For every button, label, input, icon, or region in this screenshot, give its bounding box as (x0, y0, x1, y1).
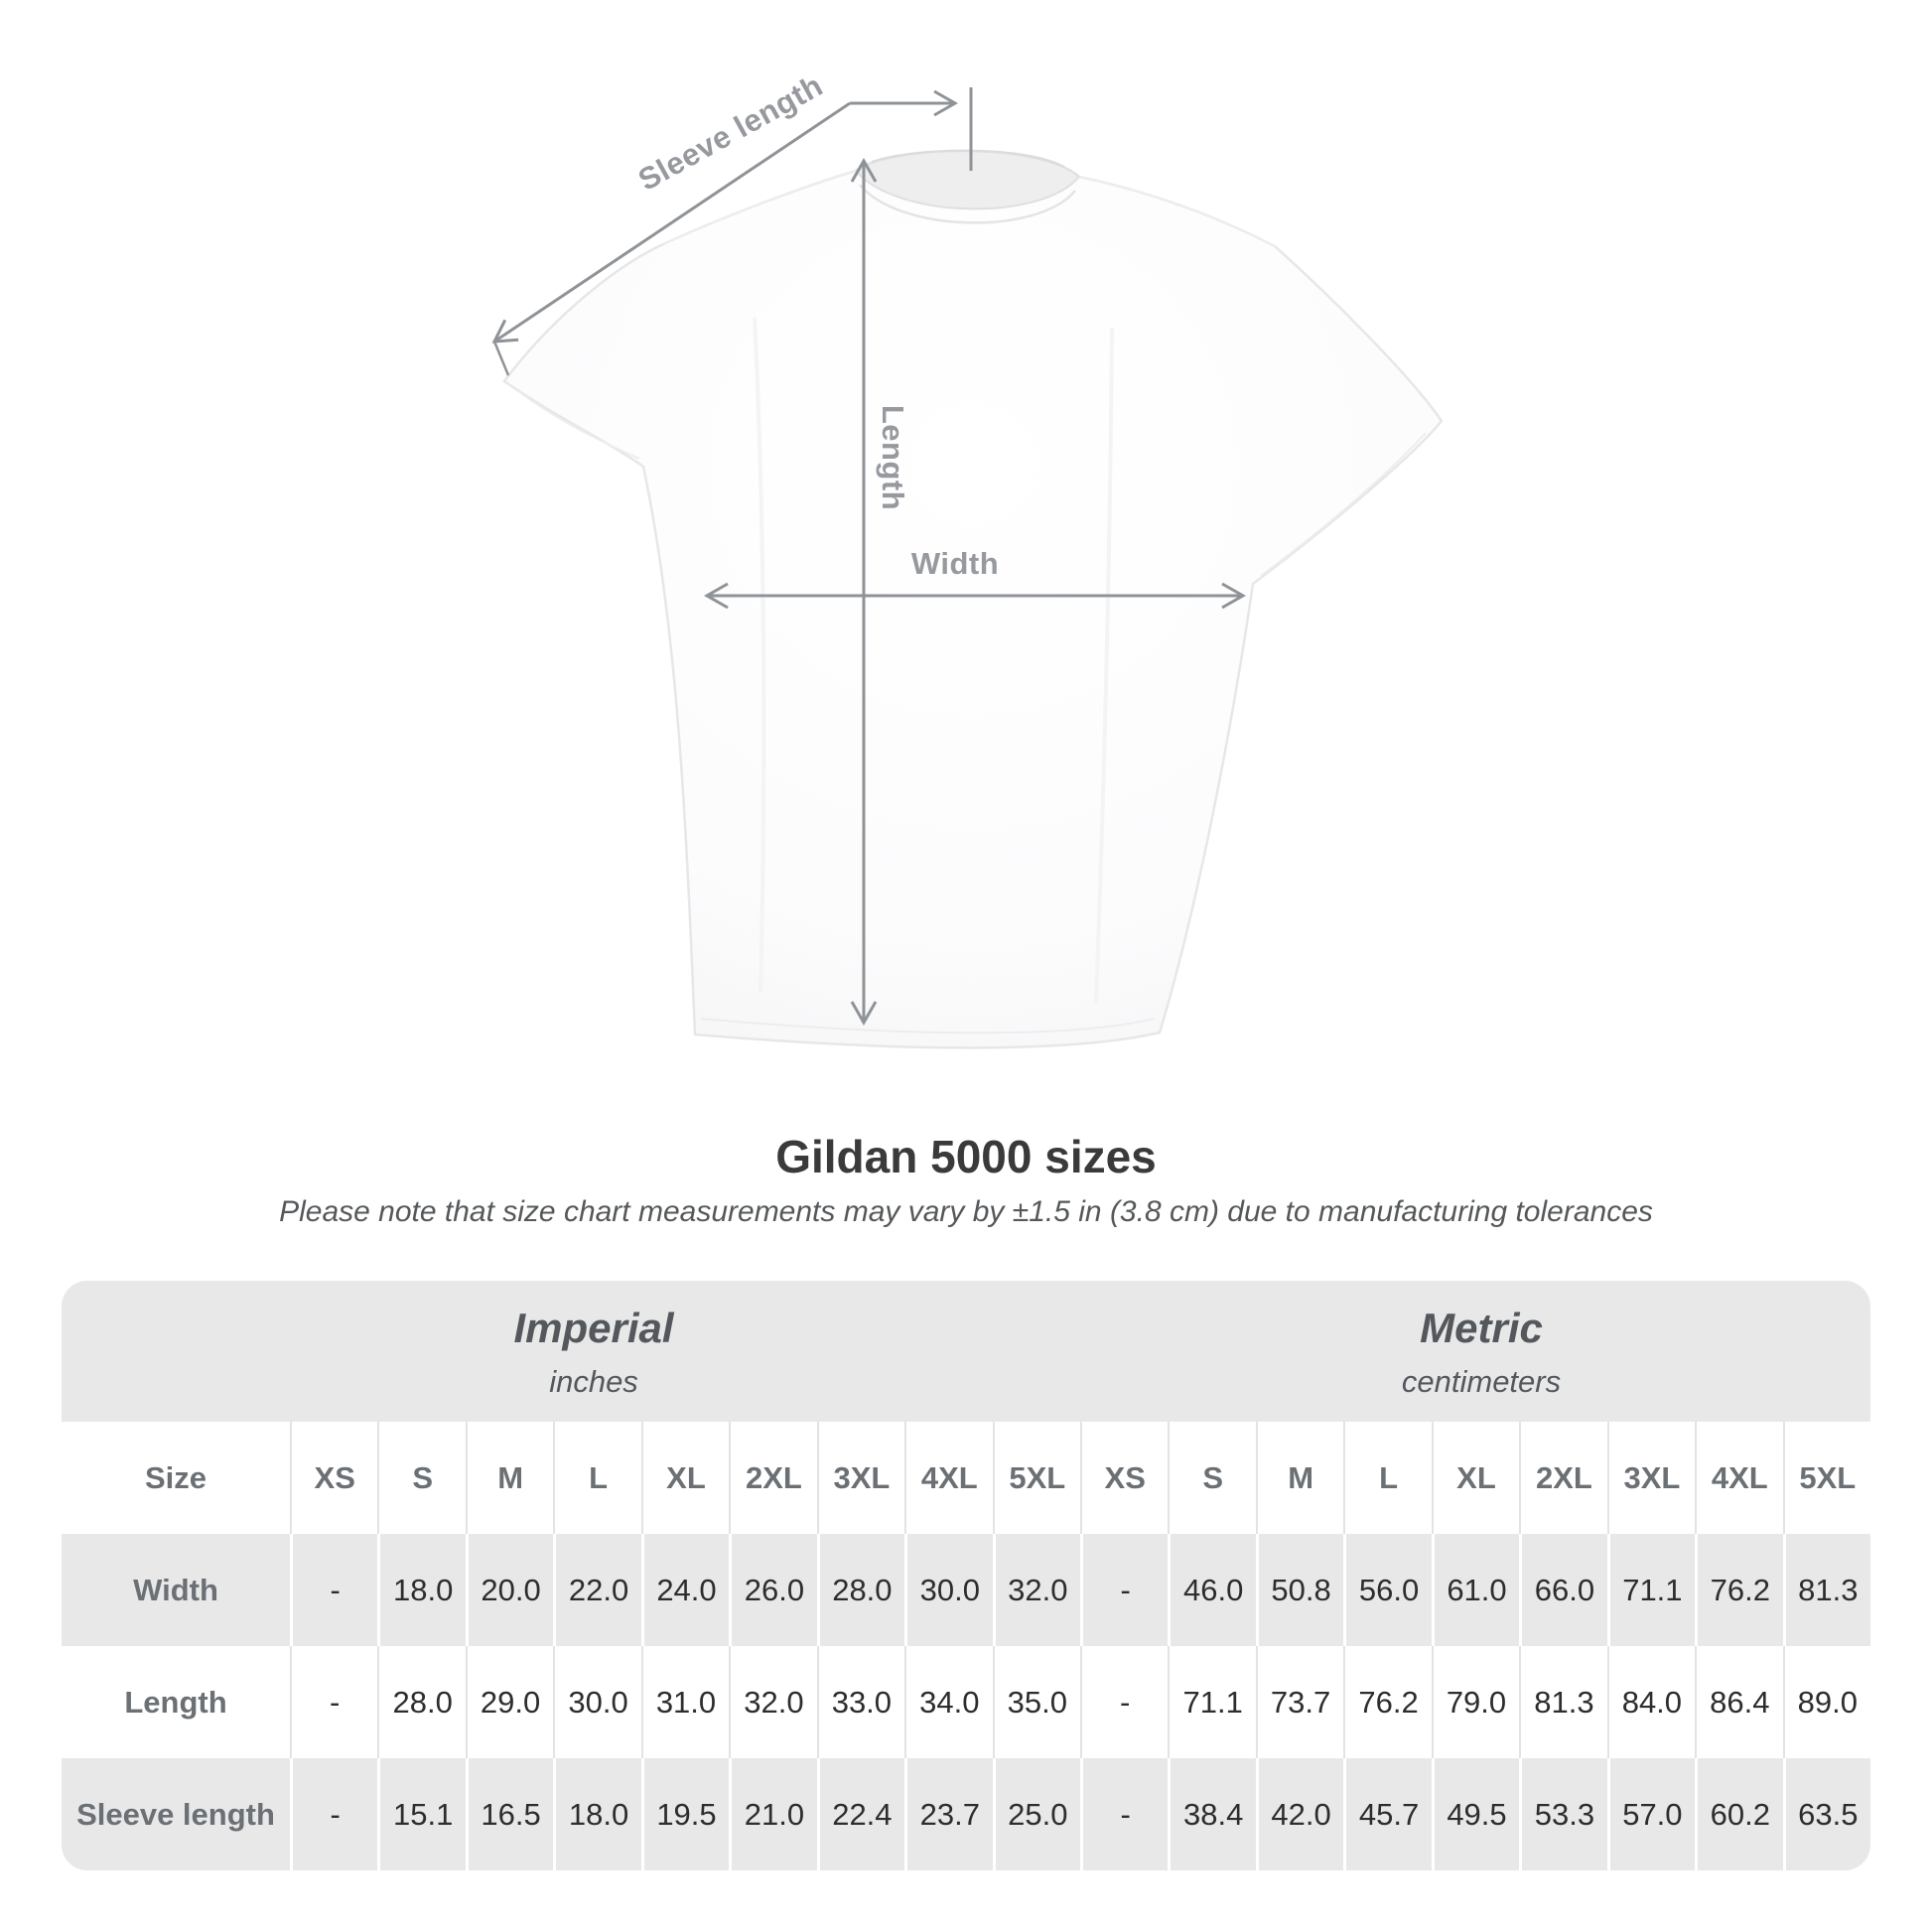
size-table-grid: Size XS S M L XL 2XL 3XL 4XL 5XL XS S M L XL 2XL 3XL 4XL 5… (62, 1422, 1870, 1870)
width-label: Width (910, 546, 1000, 581)
tshirt-measurement-diagram: Sleeve length Length Width (491, 68, 1444, 1049)
imperial-name: Imperial (513, 1305, 674, 1351)
size-header-cell: XL (1431, 1422, 1519, 1534)
value-cell: 21.0 (729, 1758, 816, 1870)
value-cell: 38.4 (1168, 1758, 1255, 1870)
tshirt-shape (502, 149, 1444, 1049)
value-cell: 46.0 (1168, 1534, 1255, 1646)
value-cell: 81.3 (1782, 1534, 1870, 1646)
page-title: Gildan 5000 sizes (775, 1131, 1157, 1182)
size-header-cell: 2XL (1519, 1422, 1606, 1534)
value-cell: 32.0 (992, 1534, 1080, 1646)
value-cell: 42.0 (1255, 1758, 1343, 1870)
value-cell: 20.0 (465, 1534, 553, 1646)
size-header-cell: 3XL (816, 1422, 904, 1534)
value-cell: 71.1 (1606, 1534, 1695, 1646)
value-cell: 30.0 (904, 1534, 992, 1646)
value-cell: 35.0 (992, 1646, 1080, 1758)
table-row-sleeve-length: Sleeve length -15.1 16.5 18.0 19.5 21.0 22.4 23… (62, 1758, 1870, 1870)
table-row-width: Width -18.0 20.0 22.0 24.0 26.0 28.0 30.0 32.0-4… (62, 1534, 1870, 1646)
value-cell: 76.2 (1695, 1534, 1782, 1646)
value-cell: 79.0 (1431, 1646, 1519, 1758)
value-cell: 71.1 (1168, 1646, 1255, 1758)
value-cell: 81.3 (1519, 1646, 1606, 1758)
value-cell: 66.0 (1519, 1534, 1606, 1646)
value-cell: 32.0 (729, 1646, 816, 1758)
metric-header: Metric centimeters (1402, 1305, 1561, 1400)
value-cell: 34.0 (904, 1646, 992, 1758)
value-cell: 45.7 (1343, 1758, 1431, 1870)
value-cell: 18.0 (553, 1758, 640, 1870)
value-cell: - (1079, 1646, 1168, 1758)
size-header-cell: 5XL (1782, 1422, 1870, 1534)
unit-header-band: Imperial inches Metric centimeters (62, 1281, 1870, 1422)
size-table: Imperial inches Metric centimeters Size X… (62, 1281, 1870, 1870)
value-cell: 31.0 (640, 1646, 729, 1758)
size-header-cell: L (1343, 1422, 1431, 1534)
imperial-unit: inches (549, 1364, 638, 1399)
value-cell: 49.5 (1431, 1758, 1519, 1870)
size-header-cell: L (553, 1422, 640, 1534)
value-cell: 84.0 (1606, 1646, 1695, 1758)
value-cell: 57.0 (1606, 1758, 1695, 1870)
size-header-cell: 3XL (1606, 1422, 1695, 1534)
size-header-cell: XL (640, 1422, 729, 1534)
size-header-cell: S (377, 1422, 465, 1534)
imperial-header: Imperial inches (513, 1305, 673, 1400)
value-cell: 22.4 (816, 1758, 904, 1870)
metric-unit: centimeters (1401, 1364, 1562, 1399)
size-header-cell: M (465, 1422, 553, 1534)
value-cell: 89.0 (1782, 1646, 1870, 1758)
value-cell: 30.0 (553, 1646, 640, 1758)
value-cell: 25.0 (992, 1758, 1080, 1870)
value-cell: 60.2 (1695, 1758, 1782, 1870)
value-cell: - (1079, 1758, 1168, 1870)
size-header-cell: XS (1079, 1422, 1168, 1534)
length-label: Length (876, 404, 910, 511)
measurement-lines (491, 87, 1247, 1027)
value-cell: 16.5 (465, 1758, 553, 1870)
value-cell: 15.1 (377, 1758, 465, 1870)
size-header-row: Size XS S M L XL 2XL 3XL 4XL 5XL XS S M L XL 2XL 3XL 4XL 5… (62, 1422, 1870, 1534)
value-cell: 28.0 (377, 1646, 465, 1758)
value-cell: 73.7 (1255, 1646, 1343, 1758)
value-cell: 23.7 (904, 1758, 992, 1870)
value-cell: 24.0 (640, 1534, 729, 1646)
size-header-cell: 4XL (904, 1422, 992, 1534)
value-cell: 61.0 (1431, 1534, 1519, 1646)
value-cell: 56.0 (1343, 1534, 1431, 1646)
size-header-cell: M (1255, 1422, 1343, 1534)
size-header-cell: XS (290, 1422, 377, 1534)
value-cell: - (290, 1646, 377, 1758)
value-cell: 33.0 (816, 1646, 904, 1758)
size-header-cell: 4XL (1695, 1422, 1782, 1534)
row-label: Sleeve length (76, 1796, 275, 1832)
size-header-cell: Size (144, 1459, 207, 1495)
value-cell: 26.0 (729, 1534, 816, 1646)
value-cell: 86.4 (1695, 1646, 1782, 1758)
value-cell: 29.0 (465, 1646, 553, 1758)
value-cell: - (290, 1534, 377, 1646)
value-cell: - (1079, 1534, 1168, 1646)
value-cell: 76.2 (1343, 1646, 1431, 1758)
value-cell: 50.8 (1255, 1534, 1343, 1646)
value-cell: 63.5 (1782, 1758, 1870, 1870)
row-label: Width (133, 1572, 218, 1607)
table-row-length: Length -28.0 29.0 30.0 31.0 32.0 33.0 34.0 35.0-… (62, 1646, 1870, 1758)
metric-name: Metric (1420, 1305, 1543, 1351)
value-cell: 28.0 (816, 1534, 904, 1646)
value-cell: 18.0 (377, 1534, 465, 1646)
sleeve-length-diagonal-line (491, 101, 851, 344)
tshirt-illustration (491, 87, 1444, 1049)
value-cell: - (290, 1758, 377, 1870)
row-label: Length (124, 1684, 227, 1720)
value-cell: 22.0 (553, 1534, 640, 1646)
value-cell: 19.5 (640, 1758, 729, 1870)
tolerance-note: Please note that size chart measurements… (279, 1195, 1653, 1228)
value-cell: 53.3 (1519, 1758, 1606, 1870)
size-header-cell: 5XL (992, 1422, 1080, 1534)
size-header-cell: S (1168, 1422, 1255, 1534)
size-header-cell: 2XL (729, 1422, 816, 1534)
